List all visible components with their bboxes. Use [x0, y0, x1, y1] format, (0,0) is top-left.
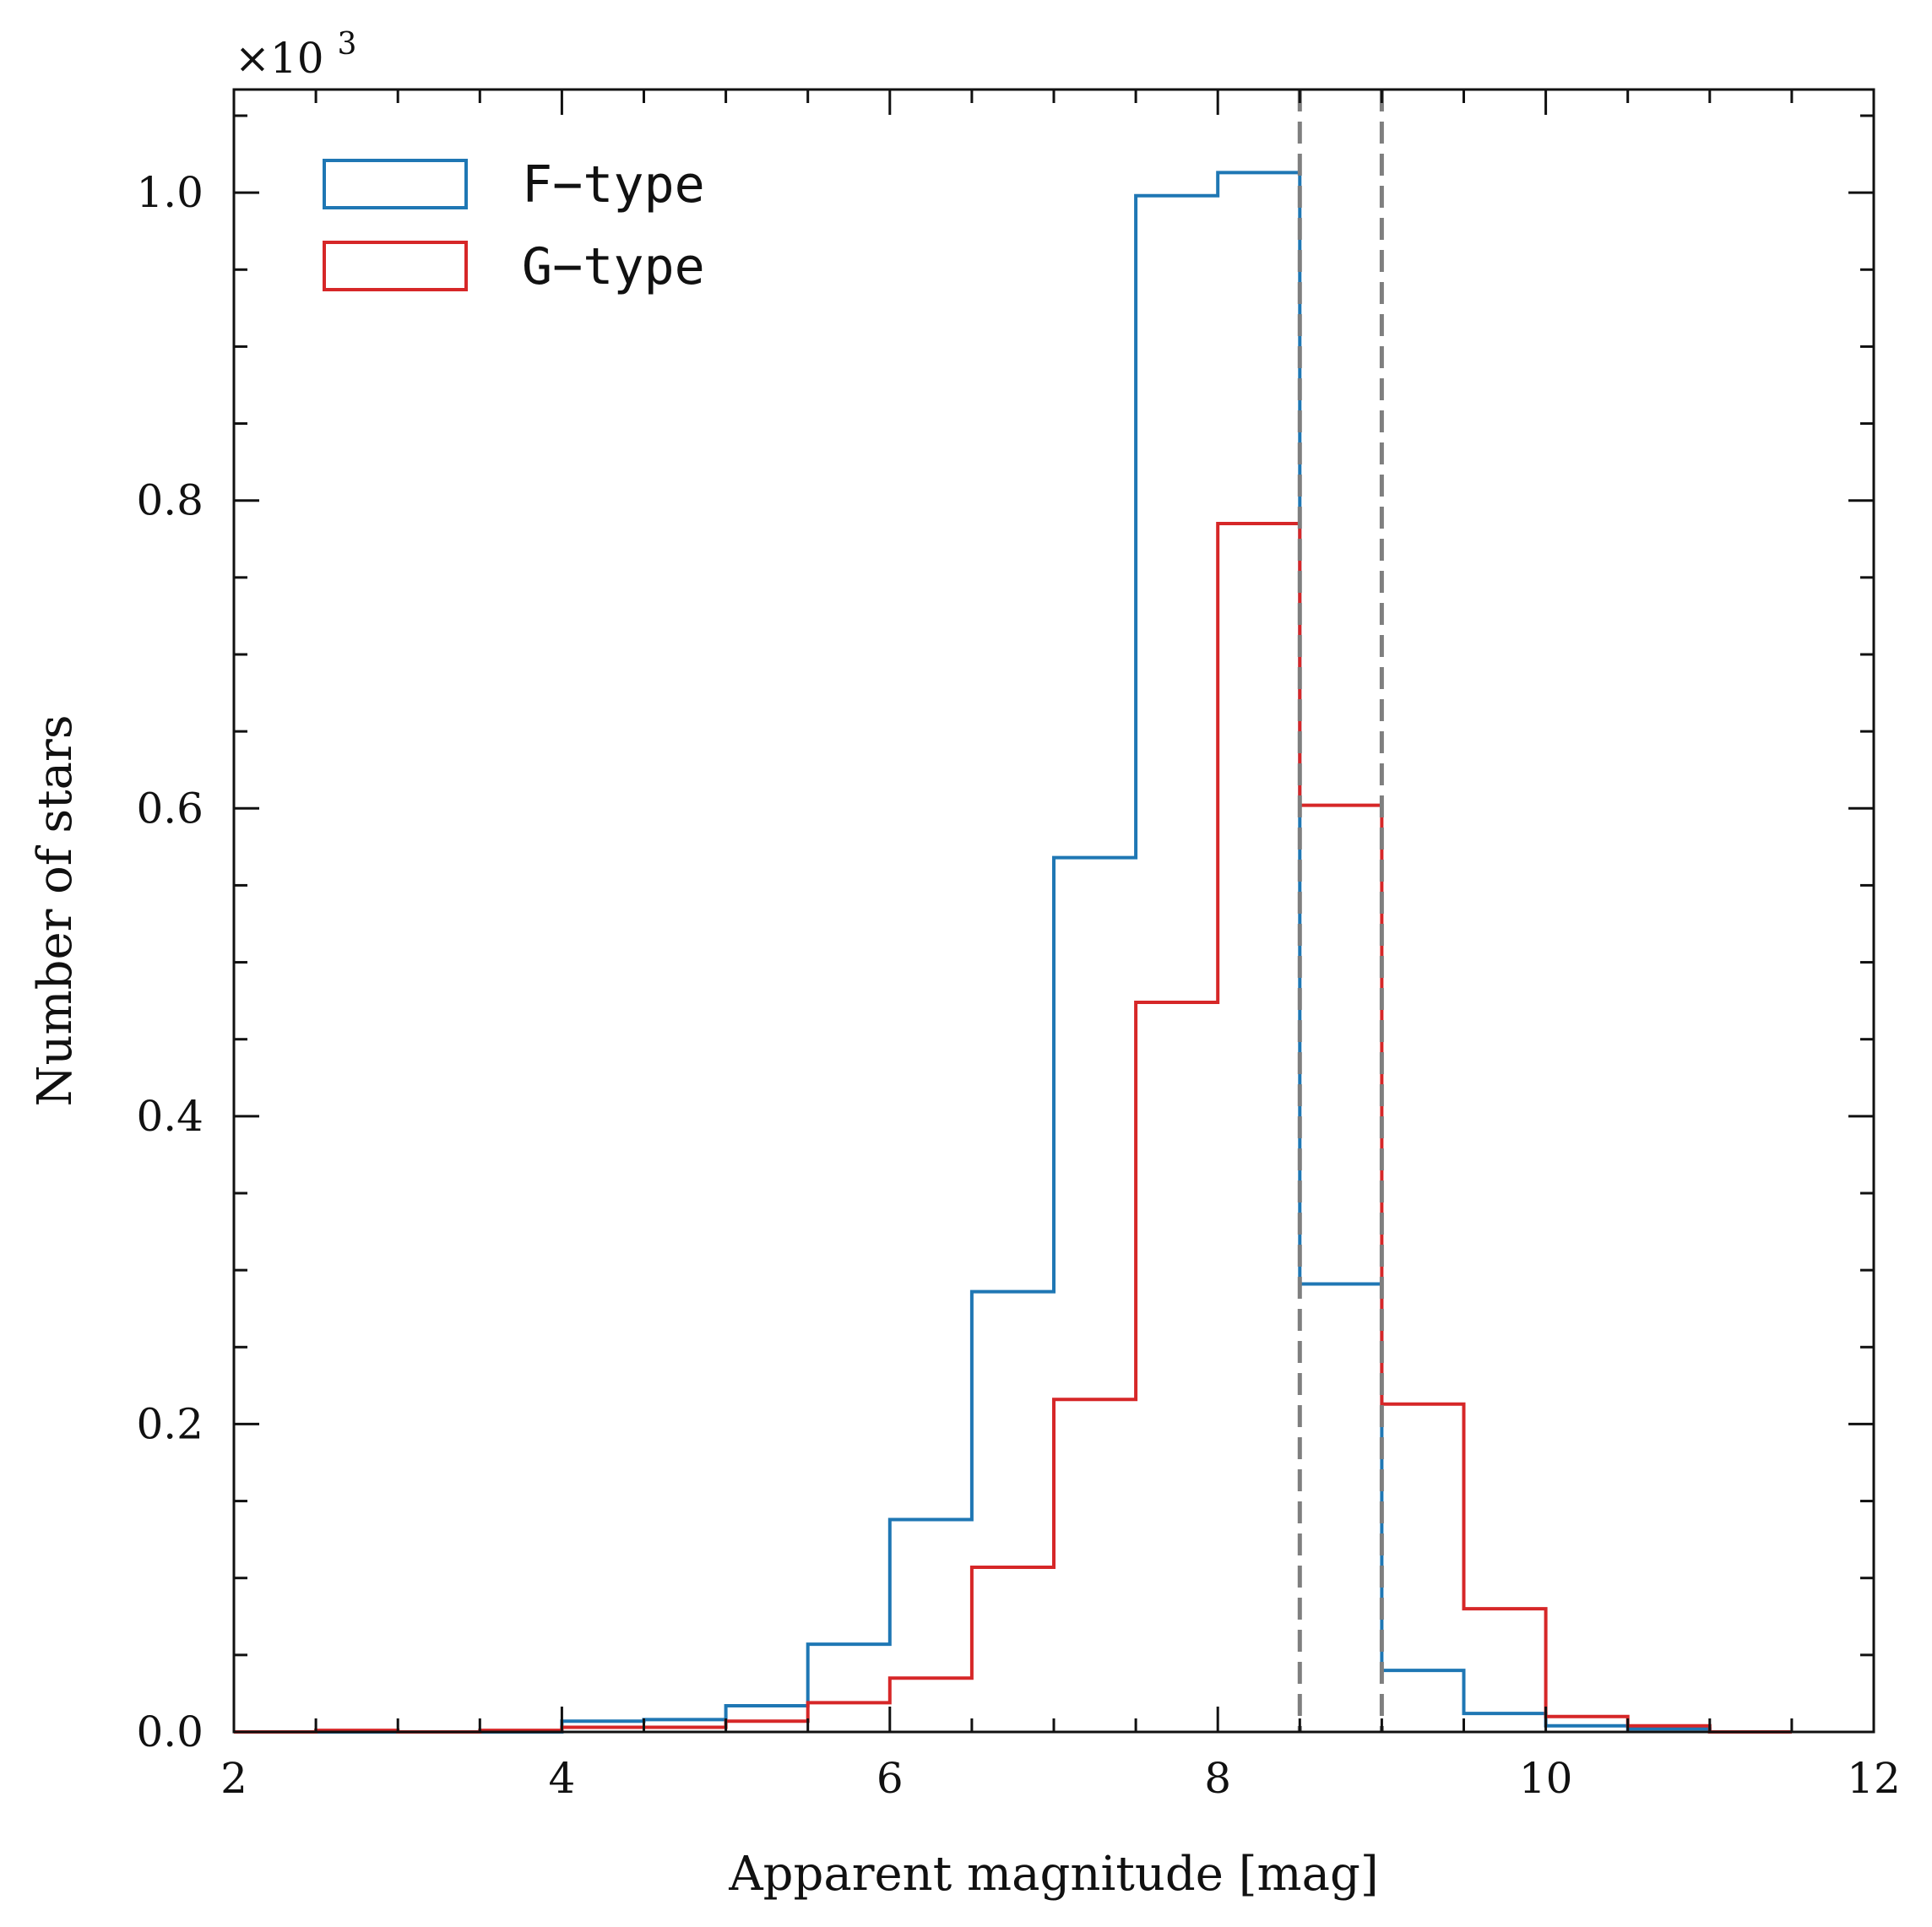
- reference-lines: [1297, 90, 1384, 1732]
- series-g-type-step: [234, 522, 1792, 1734]
- x-axis-label: Apparent magnitude [mag]: [728, 1847, 1379, 1902]
- x-tick-label: 2: [220, 1754, 247, 1803]
- y-tick-label: 0.2: [136, 1399, 204, 1448]
- y-offset-exponent: 3: [337, 27, 356, 62]
- y-axis-label: Number of stars: [28, 714, 83, 1106]
- legend: F−type G−type: [323, 155, 705, 296]
- legend-swatch: [323, 159, 468, 209]
- plot-frame: [232, 88, 1875, 1734]
- y-tick-label: 0.4: [136, 1092, 204, 1141]
- series-layer: [234, 171, 1792, 1734]
- tick-labels: 2 4 6 8 10 12 0.0 0.2 0.4 0.6 0.8 1.0: [136, 168, 1900, 1803]
- x-tick-label: 6: [876, 1754, 904, 1803]
- legend-swatch: [323, 241, 468, 291]
- y-tick-label: 0.6: [136, 784, 204, 833]
- series-f-type-step: [234, 171, 1792, 1734]
- y-tick-label: 0.8: [136, 476, 204, 525]
- x-tick-label: 4: [548, 1754, 575, 1803]
- legend-label: F−type: [522, 155, 705, 214]
- x-tick-label: 12: [1847, 1754, 1901, 1803]
- y-tick-label: 0.0: [136, 1707, 204, 1756]
- legend-label: G−type: [522, 237, 705, 296]
- y-offset-label: ×10 3: [235, 27, 356, 83]
- x-tick-label: 8: [1204, 1754, 1231, 1803]
- x-tick-label: 10: [1519, 1754, 1573, 1803]
- y-tick-label: 1.0: [136, 168, 204, 217]
- y-offset-base: ×10: [235, 34, 324, 83]
